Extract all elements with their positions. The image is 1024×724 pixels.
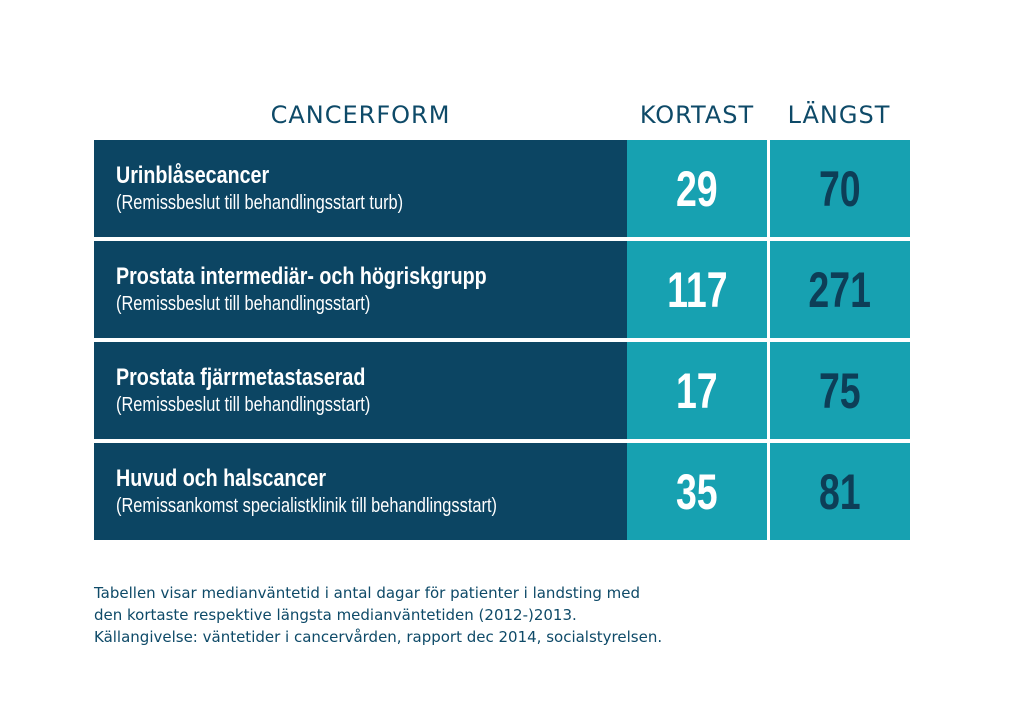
- row-title: Prostata fjärrmetastaserad: [116, 364, 366, 391]
- kortast-value: 17: [676, 362, 718, 419]
- table-row: Urinblåsecancer (Remissbeslut till behan…: [94, 140, 913, 237]
- langst-value: 75: [819, 362, 861, 419]
- footnote-line: Källangivelse: väntetider i cancervården…: [94, 628, 663, 646]
- table-row: Prostata intermediär- och högriskgrupp (…: [94, 241, 913, 338]
- langst-value: 81: [819, 463, 861, 520]
- langst-value: 271: [808, 261, 872, 318]
- row-title: Urinblåsecancer: [116, 162, 270, 189]
- kortast-value: 35: [676, 463, 718, 520]
- row-label-cell: Prostata fjärrmetastaserad (Remissbeslut…: [94, 342, 627, 439]
- footnote: Tabellen visar medianväntetid i antal da…: [94, 582, 854, 648]
- langst-cell: 75: [770, 342, 910, 439]
- footnote-line: den kortaste respektive längsta medianvä…: [94, 606, 577, 624]
- langst-value: 70: [819, 160, 861, 217]
- row-label-cell: Prostata intermediär- och högriskgrupp (…: [94, 241, 627, 338]
- footnote-line: Tabellen visar medianväntetid i antal da…: [94, 584, 640, 602]
- kortast-value: 117: [666, 261, 728, 318]
- row-subtitle: (Remissankomst specialistklinik till beh…: [116, 495, 497, 517]
- kortast-cell: 29: [627, 140, 767, 237]
- langst-cell: 81: [770, 443, 910, 540]
- kortast-value: 29: [676, 160, 718, 217]
- table-row: Prostata fjärrmetastaserad (Remissbeslut…: [94, 342, 913, 439]
- kortast-cell: 35: [627, 443, 767, 540]
- header-kortast: KORTAST: [639, 101, 755, 129]
- header-cancerform: CANCERFORM: [270, 101, 451, 129]
- row-subtitle: (Remissbeslut till behandlingsstart): [116, 293, 371, 315]
- row-label-cell: Urinblåsecancer (Remissbeslut till behan…: [94, 140, 627, 237]
- row-title: Prostata intermediär- och högriskgrupp: [116, 263, 487, 290]
- row-subtitle: (Remissbeslut till behandlingsstart turb…: [116, 192, 404, 214]
- langst-cell: 271: [770, 241, 910, 338]
- kortast-cell: 117: [627, 241, 767, 338]
- row-label-cell: Huvud och halscancer (Remissankomst spec…: [94, 443, 627, 540]
- langst-cell: 70: [770, 140, 910, 237]
- row-subtitle: (Remissbeslut till behandlingsstart): [116, 394, 371, 416]
- table-row: Huvud och halscancer (Remissankomst spec…: [94, 443, 913, 540]
- row-title: Huvud och halscancer: [116, 465, 326, 492]
- kortast-cell: 17: [627, 342, 767, 439]
- header-langst: LÄNGST: [787, 101, 891, 129]
